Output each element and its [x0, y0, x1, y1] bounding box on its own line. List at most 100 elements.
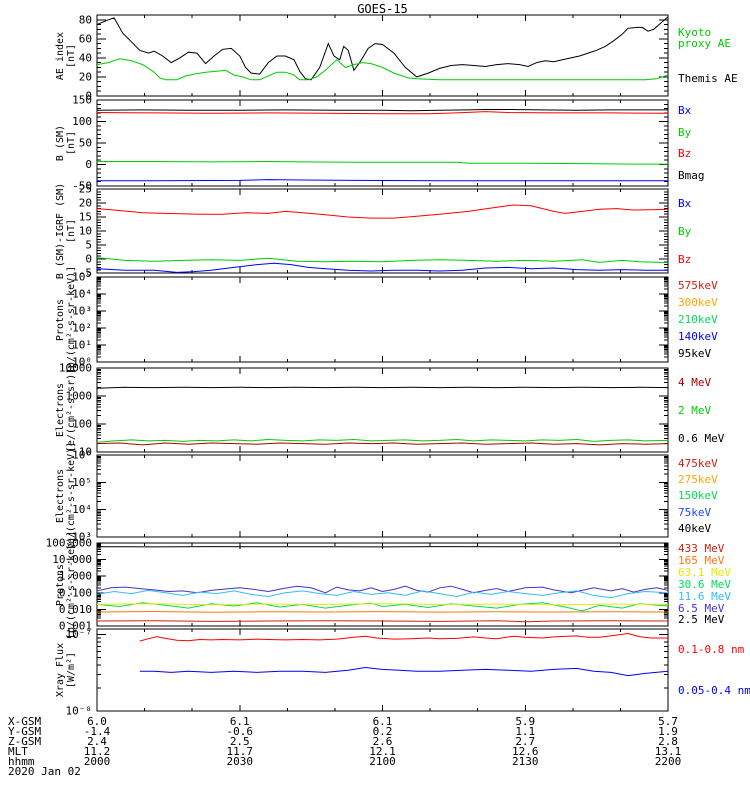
- legend-electrons-kev: 475keV 275keV 150keV 75keV 40keV: [678, 455, 748, 537]
- ytick-label: 10.000: [52, 553, 92, 566]
- series-themis-ae: [97, 16, 668, 81]
- legend-entry-140kev: 140keV: [678, 330, 718, 343]
- ytick-label: 10⁶: [72, 449, 92, 462]
- xaxis-row-label-y-gsm: Y-GSM: [8, 725, 42, 738]
- legend-entry-150kev: 150keV: [678, 489, 718, 503]
- ytick-label: 25: [79, 183, 92, 196]
- ylabel-unit: [p/(cm²-s-sr-keV)]: [66, 265, 77, 374]
- series-bmag: [97, 109, 668, 112]
- ytick-label: 10000: [59, 362, 92, 375]
- xaxis-value-hhmm-4: 2200: [654, 755, 682, 768]
- ylabel-unit: [W/m²]: [66, 651, 77, 689]
- legend-entry-300kev: 300keV: [678, 296, 718, 309]
- xaxis-value-x-gsm-1: 6.1: [229, 715, 250, 728]
- series-6.5-mev: [97, 585, 668, 594]
- legend-entry-0.6-mev: 0.6 MeV: [678, 431, 725, 445]
- xaxis-value-y-gsm-2: 0.2: [372, 725, 393, 738]
- series-0.1-0.8-nm: [139, 632, 668, 642]
- legend-entry-4-mev: 4 MeV: [678, 375, 712, 389]
- panel-border: [96, 454, 669, 538]
- ytick-label: 10³: [72, 305, 92, 318]
- ytick-label: 0.100: [59, 586, 92, 599]
- ytick-label: 100: [72, 418, 92, 431]
- xaxis-value-hhmm-3: 2130: [512, 755, 539, 768]
- xaxis-value-x-gsm-4: 5.7: [658, 715, 678, 728]
- xaxis-value-z-gsm-0: 2.4: [87, 735, 107, 748]
- ytick-label: 50: [79, 137, 92, 150]
- xaxis-value-mlt-0: 11.2: [83, 745, 111, 758]
- ylabel-name: AE index: [55, 31, 66, 80]
- ytick-label: 1.000: [59, 570, 92, 583]
- series-kyoto-proxy-ae: [97, 58, 668, 81]
- xaxis-value-hhmm-1: 2030: [226, 755, 254, 768]
- legend-entry-0.05-0.4-nm: 0.05-0.4 nm: [678, 684, 750, 697]
- panel-protons-mev: 100.000 10.000 1.000 0.100 0.010 0.001: [46, 537, 669, 633]
- legend-entry-themis-ae: Themis AE: [678, 72, 738, 85]
- series-by: [97, 257, 668, 264]
- ylabel-electrons-mev: Electrons [e/(cm²-s-sr)]: [55, 368, 77, 452]
- ylabel-unit: [p/(cm²-s-sr-keV)]: [66, 530, 77, 639]
- ylabel-unit: [nT]: [66, 130, 77, 156]
- legend-entry-by: By: [678, 224, 692, 238]
- ytick-label: 15: [79, 211, 92, 224]
- ytick-label: 20: [79, 197, 92, 210]
- legend-entry-433-mev: 433 MeV: [678, 542, 725, 556]
- xaxis-row-label-mlt: MLT: [8, 745, 28, 758]
- ylabel-protons-mev: Protons [p/(cm²-s-sr-keV)]: [55, 530, 77, 638]
- xaxis-value-y-gsm-3: 1.1: [515, 725, 536, 738]
- xaxis-value-z-gsm-4: 2.8: [658, 735, 678, 748]
- panel-b-sm: 150 100 50 0 -50: [72, 94, 669, 193]
- ylabel-name: Xray Flux: [55, 642, 66, 698]
- ytick-label: 10⁰: [72, 356, 92, 369]
- ylabel-xray-flux: Xray Flux [W/m²]: [55, 643, 77, 697]
- legend-protons-mev: 433 MeV 165 MeV 63.1 MeV 30.6 MeV 11.6 MeV 6.…: [678, 543, 748, 626]
- ytick-label: 10¹: [72, 339, 92, 352]
- legend-entry-63.1-mev: 63.1 MeV: [678, 566, 731, 580]
- series-by: [97, 160, 668, 165]
- legend-entry-30.6-mev: 30.6 MeV: [678, 577, 731, 591]
- ylabel-name: Protons: [55, 298, 66, 341]
- xaxis-row-label-hhmm: hhmm: [8, 755, 35, 768]
- legend-entry-75kev: 75keV: [678, 505, 712, 519]
- ytick-label: 0.001: [59, 620, 92, 633]
- xaxis-value-z-gsm-1: 2.5: [229, 735, 250, 748]
- date-label: 2020 Jan 02: [8, 765, 81, 778]
- ytick-label: 10⁻⁷: [66, 628, 93, 641]
- xaxis-value-mlt-2: 12.1: [369, 745, 396, 758]
- ytick-label: 100: [72, 115, 92, 128]
- legend-entry-2-mev: 2 MeV: [678, 403, 712, 417]
- ylabel-name: B (SM): [55, 124, 66, 162]
- panel-border: [96, 276, 669, 363]
- ytick-label: 10⁻⁸: [66, 705, 93, 718]
- ylabel-unit: [nT]: [66, 43, 77, 68]
- ytick-label: -5: [79, 267, 92, 280]
- ylabel-name: Electrons: [55, 382, 66, 438]
- ytick-label: 10⁴: [72, 288, 92, 301]
- legend-entry-40kev: 40keV: [678, 522, 712, 536]
- xaxis-value-y-gsm-4: 1.9: [658, 725, 678, 738]
- panel-electrons-mev: 10000 1000 100 10: [59, 362, 669, 459]
- panel-border: [96, 542, 669, 627]
- xaxis-value-hhmm-0: 2000: [83, 755, 111, 768]
- xaxis-value-x-gsm-2: 6.1: [372, 715, 393, 728]
- legend-entry-2.5-mev: 2.5 MeV: [678, 613, 725, 627]
- ytick-label: 10: [79, 225, 92, 238]
- xaxis-value-y-gsm-0: -1.4: [83, 725, 111, 738]
- ytick-label: 40: [79, 51, 92, 64]
- plot-title: GOES-15: [357, 2, 408, 16]
- legend-b-sm-igrf: Bx By Bz: [678, 189, 748, 273]
- ytick-label: 150: [72, 94, 92, 107]
- legend-entry-475kev: 475keV: [678, 456, 718, 470]
- legend-entry-by: By: [678, 125, 692, 139]
- legend-entry-275kev: 275keV: [678, 473, 718, 487]
- series-11.6-mev: [97, 589, 668, 599]
- legend-b-sm: Bx By Bz Bmag: [678, 100, 748, 186]
- ylabel-protons-kev: Protons [p/(cm²-s-sr-keV)]: [55, 265, 77, 373]
- ytick-label: 100.000: [46, 537, 92, 550]
- panel-border: [96, 628, 669, 712]
- xaxis-row-label-z-gsm: Z-GSM: [8, 735, 42, 748]
- ytick-label: 0: [85, 158, 92, 171]
